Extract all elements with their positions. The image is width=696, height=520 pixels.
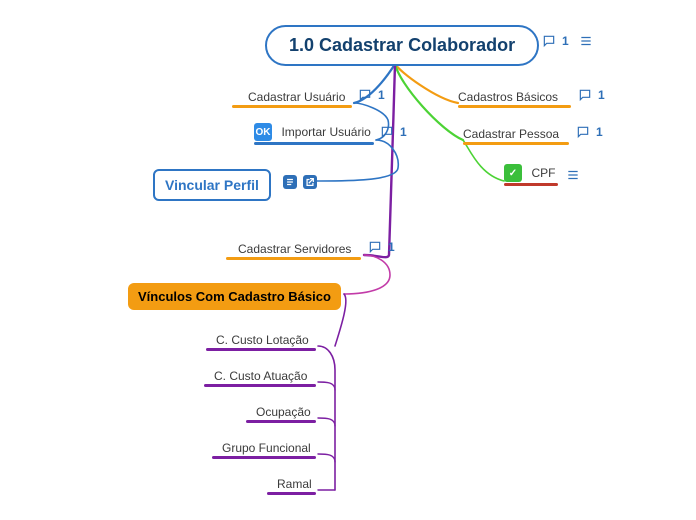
node-grupo-funcional[interactable]: Grupo Funcional [222, 441, 311, 457]
node-cadastrar-servidores[interactable]: Cadastrar Servidores [238, 242, 351, 258]
root-annotations[interactable]: 1 [542, 34, 593, 48]
underline-ramal [267, 492, 316, 495]
underline-cca [204, 384, 316, 387]
comment-count: 1 [378, 88, 385, 102]
node-vinculos-basico[interactable]: Vínculos Com Cadastro Básico [128, 283, 341, 310]
ann-servidores[interactable]: 1 [368, 240, 395, 254]
underline-cadpessoa [463, 142, 569, 145]
ann-cadastrar-usuario[interactable]: 1 [358, 88, 385, 102]
mindmap-links [0, 0, 696, 520]
underline-cadbasicos [458, 105, 571, 108]
ann-importar[interactable]: 1 [380, 125, 407, 139]
ann-cadpessoa[interactable]: 1 [576, 125, 603, 139]
node-cpf[interactable]: ✓ CPF [504, 164, 555, 182]
ann-cadbasicos[interactable]: 1 [578, 88, 605, 102]
menu-icon[interactable] [579, 34, 593, 48]
doc-icon [283, 175, 297, 189]
underline-importar [254, 142, 374, 145]
node-c-custo-lotacao[interactable]: C. Custo Lotação [216, 333, 309, 349]
node-importar-usuario[interactable]: OK Importar Usuário [254, 123, 371, 141]
comment-count: 1 [400, 125, 407, 139]
node-cadastrar-pessoa[interactable]: Cadastrar Pessoa [463, 127, 559, 143]
node-cadastrar-usuario[interactable]: Cadastrar Usuário [248, 90, 345, 106]
underline-ccl [206, 348, 316, 351]
comment-count: 1 [562, 34, 569, 48]
ann-cpf[interactable] [566, 168, 580, 182]
external-link-icon [303, 175, 317, 189]
underline-ocup [246, 420, 316, 423]
underline-cpf [504, 183, 558, 186]
ok-icon: OK [254, 123, 272, 141]
underline-servidores [226, 257, 361, 260]
underline-gf [212, 456, 316, 459]
ann-vincular-perfil[interactable] [283, 175, 317, 189]
node-vincular-perfil[interactable]: Vincular Perfil [153, 169, 271, 201]
node-cadastros-basicos[interactable]: Cadastros Básicos [458, 90, 558, 106]
node-ramal[interactable]: Ramal [277, 477, 312, 493]
label-importar: Importar Usuário [281, 125, 370, 141]
node-ocupacao[interactable]: Ocupação [256, 405, 311, 421]
label-cpf: CPF [531, 166, 555, 182]
node-c-custo-atuacao[interactable]: C. Custo Atuação [214, 369, 307, 385]
comment-icon [542, 34, 556, 48]
check-icon: ✓ [504, 164, 522, 182]
comment-count: 1 [598, 88, 605, 102]
comment-count: 1 [388, 240, 395, 254]
comment-count: 1 [596, 125, 603, 139]
underline-cadastrar-usuario [232, 105, 352, 108]
root-node[interactable]: 1.0 Cadastrar Colaborador [265, 25, 539, 66]
